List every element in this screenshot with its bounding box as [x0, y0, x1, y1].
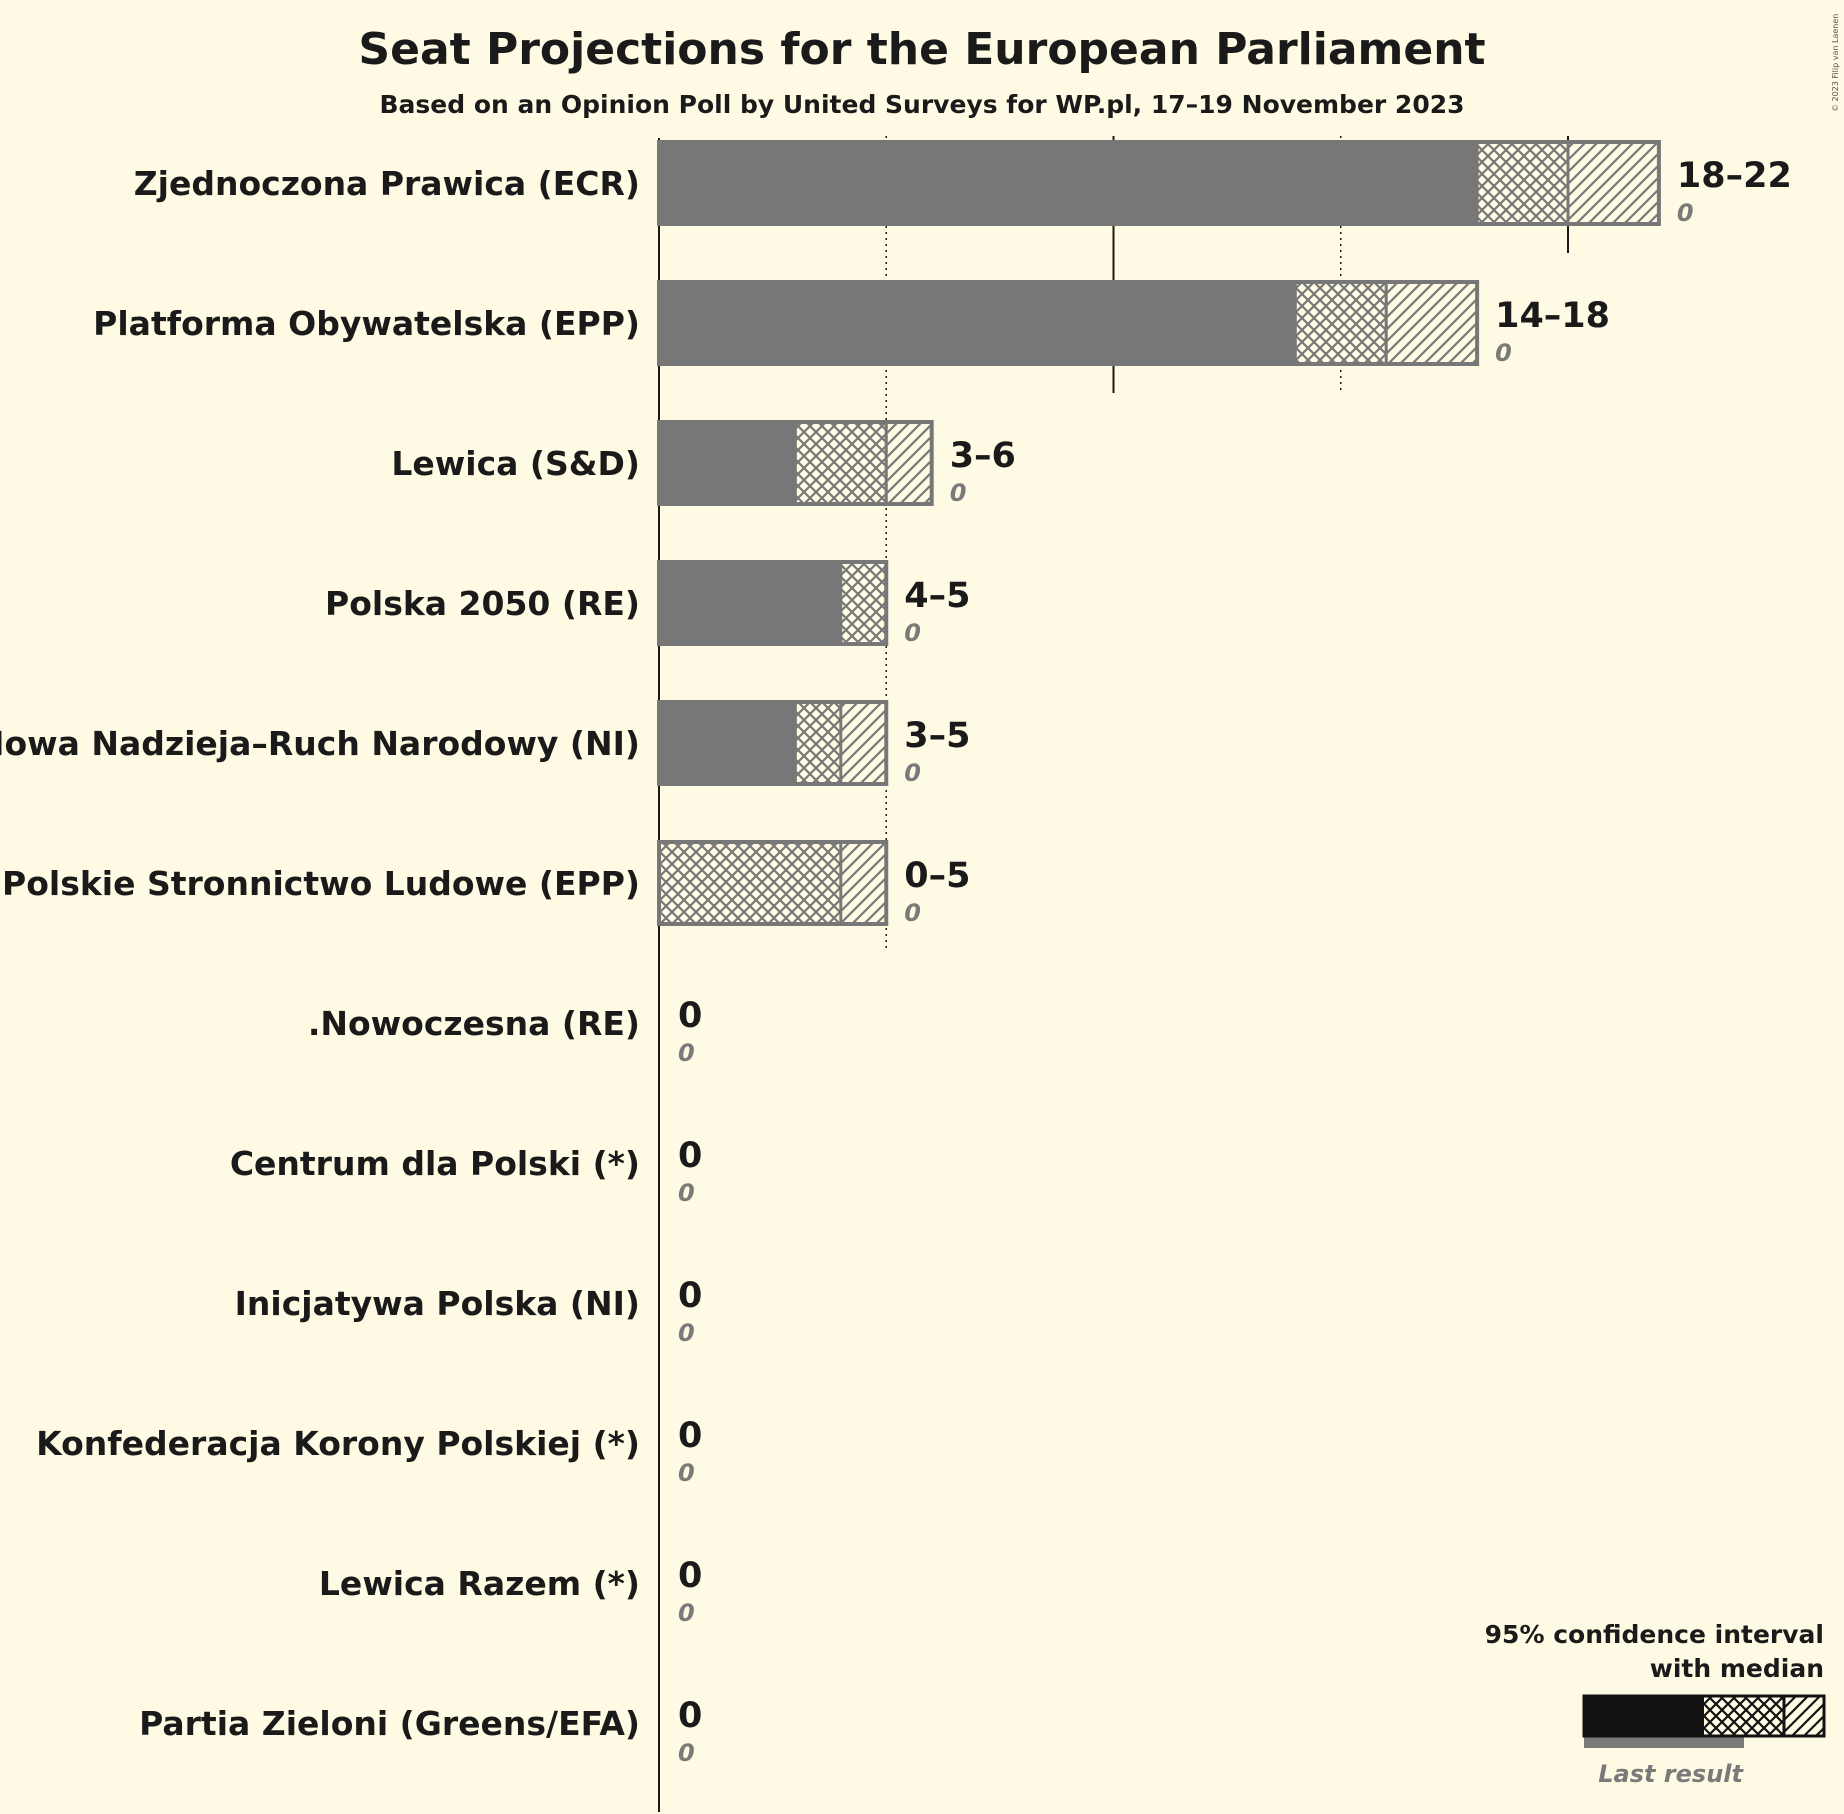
bar-crosshatch: [795, 702, 841, 784]
range-label: 0–5: [904, 856, 970, 896]
last-result-label: 0: [678, 1739, 695, 1767]
legend-ci-diagonal: [1784, 1696, 1824, 1736]
range-label: 0: [678, 1556, 702, 1596]
bar-solid: [659, 142, 1478, 224]
party-label: .Nowoczesna (RE): [308, 1004, 640, 1043]
legend-title-line1: 95% confidence interval: [1485, 1620, 1824, 1649]
bar-solid: [659, 702, 796, 784]
bar-diagonal: [840, 842, 887, 924]
legend-title-line2: with median: [1650, 1654, 1824, 1683]
range-label: 0: [678, 1276, 702, 1316]
last-result-label: 0: [678, 1179, 695, 1207]
range-label: 3–6: [950, 436, 1016, 476]
party-label: Platforma Obywatelska (EPP): [93, 304, 640, 343]
gridlines: [658, 136, 1569, 1812]
party-label: Nowa Nadzieja–Ruch Narodowy (NI): [0, 724, 640, 763]
range-label: 14–18: [1495, 296, 1610, 336]
chart-subtitle: Based on an Opinion Poll by United Surve…: [379, 90, 1464, 119]
last-result-label: 0: [678, 1039, 695, 1067]
last-result-label: 0: [678, 1459, 695, 1487]
party-label: Centrum dla Polski (*): [230, 1144, 640, 1183]
bar-diagonal: [886, 422, 932, 504]
bar-crosshatch: [840, 562, 887, 644]
bar-solid: [659, 282, 1296, 364]
party-label: Konfederacja Korony Polskiej (*): [36, 1424, 640, 1463]
range-label: 0: [678, 1136, 702, 1176]
last-result-label: 0: [950, 479, 967, 507]
bar-labels: Zjednoczona Prawica (ECR) 18–22 0 Platforma…: [0, 156, 1792, 1767]
last-result-label: 0: [904, 899, 921, 927]
bar-solid: [659, 562, 841, 644]
range-label: 0: [678, 1696, 702, 1736]
bar-outline: [657, 700, 889, 786]
bar-crosshatch: [659, 842, 841, 924]
bar-diagonal: [1568, 142, 1659, 224]
party-label: Inicjatywa Polska (NI): [235, 1284, 640, 1323]
bar-diagonal: [840, 702, 887, 784]
bar-diagonal: [1386, 282, 1478, 364]
legend: 95% confidence interval with median Last…: [1485, 1620, 1826, 1788]
party-label: Lewica (S&D): [391, 444, 640, 483]
legend-ci-crosshatch: [1704, 1696, 1784, 1736]
last-result-label: 0: [678, 1599, 695, 1627]
bar-crosshatch: [795, 422, 887, 504]
legend-ci-outline: [1582, 1694, 1826, 1738]
legend-ci-solid: [1584, 1696, 1704, 1736]
last-result-label: 0: [678, 1319, 695, 1347]
chart-title: Seat Projections for the European Parlia…: [358, 24, 1485, 75]
bar-outline: [657, 280, 1480, 366]
range-label: 3–5: [904, 716, 970, 756]
bars: [657, 140, 1661, 926]
last-result-label: 0: [1677, 199, 1694, 227]
party-label: Polska 2050 (RE): [325, 584, 640, 623]
bar-solid: [659, 422, 796, 504]
legend-last-result-label: Last result: [1598, 1760, 1744, 1788]
range-label: 0: [678, 996, 702, 1036]
bar-outline: [657, 840, 889, 926]
bar-crosshatch: [1295, 282, 1387, 364]
last-result-label: 0: [904, 619, 921, 647]
bar-crosshatch: [1477, 142, 1568, 224]
party-label: Partia Zieloni (Greens/EFA): [139, 1704, 640, 1743]
party-label: Zjednoczona Prawica (ECR): [134, 164, 640, 203]
bar-outline: [657, 140, 1661, 226]
last-result-label: 0: [904, 759, 921, 787]
bar-outline: [657, 560, 889, 646]
party-label: Lewica Razem (*): [319, 1564, 640, 1603]
range-label: 18–22: [1677, 156, 1792, 196]
range-label: 0: [678, 1416, 702, 1456]
copyright-notice: © 2023 Filip van Laenen: [1831, 14, 1840, 112]
last-result-label: 0: [1495, 339, 1512, 367]
range-label: 4–5: [904, 576, 970, 616]
party-label: Polskie Stronnictwo Ludowe (EPP): [2, 864, 640, 903]
